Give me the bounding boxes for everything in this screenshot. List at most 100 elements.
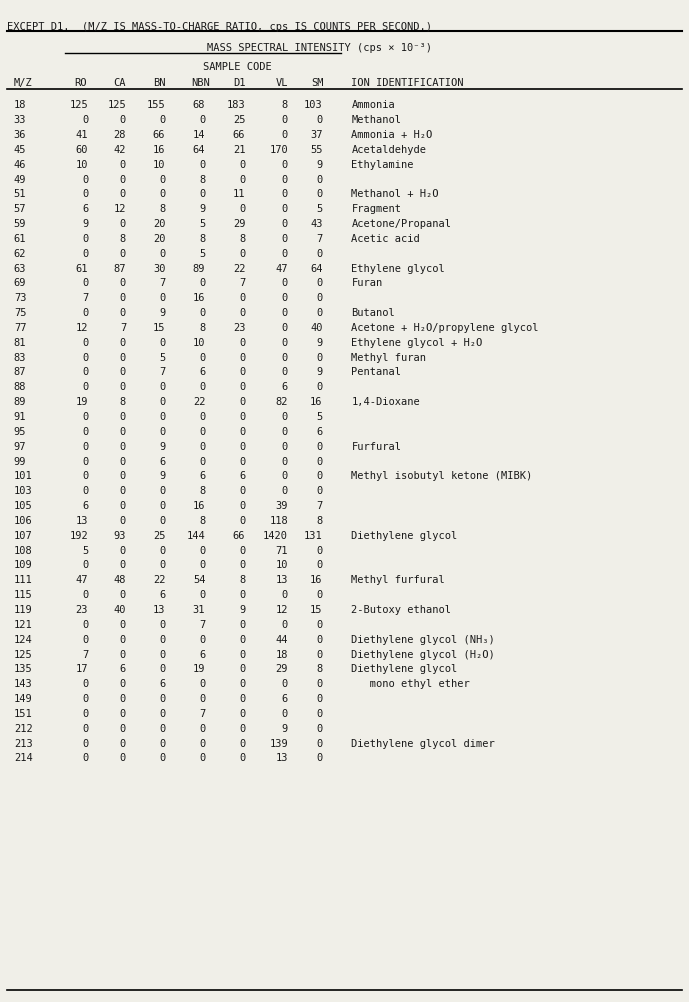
- Text: 0: 0: [159, 619, 165, 629]
- Text: 0: 0: [199, 115, 205, 125]
- Text: 0: 0: [159, 382, 165, 392]
- Text: 7: 7: [199, 619, 205, 629]
- Text: 22: 22: [233, 264, 245, 274]
- Text: 0: 0: [159, 248, 165, 259]
- Text: 0: 0: [316, 174, 322, 184]
- Text: 13: 13: [153, 604, 165, 614]
- Text: 7: 7: [120, 323, 126, 333]
- Text: 0: 0: [82, 753, 88, 763]
- Text: 0: 0: [120, 427, 126, 437]
- Text: 0: 0: [199, 382, 205, 392]
- Text: 83: 83: [14, 353, 26, 363]
- Text: 20: 20: [153, 218, 165, 228]
- Text: 0: 0: [120, 471, 126, 481]
- Text: 1,4-Dioxane: 1,4-Dioxane: [351, 397, 420, 407]
- Text: 47: 47: [276, 264, 288, 274]
- Text: 36: 36: [14, 130, 26, 140]
- Text: 7: 7: [82, 649, 88, 659]
- Text: 0: 0: [82, 708, 88, 718]
- Text: 0: 0: [159, 412, 165, 422]
- Text: 0: 0: [239, 619, 245, 629]
- Text: 0: 0: [239, 353, 245, 363]
- Text: 0: 0: [159, 723, 165, 733]
- Text: 93: 93: [114, 530, 126, 540]
- Text: 48: 48: [114, 575, 126, 585]
- Text: 0: 0: [239, 427, 245, 437]
- Text: 0: 0: [282, 619, 288, 629]
- Text: Methyl isobutyl ketone (MIBK): Methyl isobutyl ketone (MIBK): [351, 471, 533, 481]
- Text: 16: 16: [310, 575, 322, 585]
- Text: 213: 213: [14, 737, 32, 747]
- Text: 0: 0: [239, 663, 245, 673]
- Text: 28: 28: [114, 130, 126, 140]
- Text: 0: 0: [159, 634, 165, 644]
- Text: 0: 0: [282, 427, 288, 437]
- Text: 0: 0: [159, 753, 165, 763]
- Text: 8: 8: [316, 515, 322, 525]
- Text: 60: 60: [76, 144, 88, 154]
- Text: 0: 0: [239, 204, 245, 214]
- Text: 6: 6: [82, 204, 88, 214]
- Text: 14: 14: [193, 130, 205, 140]
- Text: Ethylene glycol + H₂O: Ethylene glycol + H₂O: [351, 338, 482, 348]
- Text: 0: 0: [239, 501, 245, 511]
- Text: 0: 0: [82, 486, 88, 496]
- Text: 8: 8: [282, 100, 288, 110]
- Text: 131: 131: [304, 530, 322, 540]
- Text: 15: 15: [153, 323, 165, 333]
- Text: CA: CA: [114, 78, 126, 88]
- Text: 7: 7: [82, 293, 88, 303]
- Text: 16: 16: [310, 397, 322, 407]
- Text: 87: 87: [114, 264, 126, 274]
- Text: 0: 0: [159, 693, 165, 703]
- Text: 0: 0: [82, 634, 88, 644]
- Text: 0: 0: [316, 456, 322, 466]
- Text: 0: 0: [199, 308, 205, 318]
- Text: 8: 8: [199, 233, 205, 243]
- Text: 0: 0: [82, 367, 88, 377]
- Text: 0: 0: [282, 233, 288, 243]
- Text: 0: 0: [199, 589, 205, 599]
- Text: 0: 0: [199, 693, 205, 703]
- Text: 6: 6: [159, 678, 165, 688]
- Text: 91: 91: [14, 412, 26, 422]
- Text: 0: 0: [239, 634, 245, 644]
- Text: 8: 8: [239, 233, 245, 243]
- Text: 0: 0: [120, 308, 126, 318]
- Text: 0: 0: [82, 248, 88, 259]
- Text: 12: 12: [114, 204, 126, 214]
- Text: 9: 9: [282, 723, 288, 733]
- Text: Pentanal: Pentanal: [351, 367, 402, 377]
- Text: 0: 0: [282, 115, 288, 125]
- Text: Methanol + H₂O: Methanol + H₂O: [351, 189, 439, 199]
- Text: 0: 0: [316, 753, 322, 763]
- Text: 8: 8: [159, 204, 165, 214]
- Text: 21: 21: [233, 144, 245, 154]
- Text: 0: 0: [316, 471, 322, 481]
- Text: 0: 0: [282, 589, 288, 599]
- Text: 89: 89: [14, 397, 26, 407]
- Text: 6: 6: [199, 649, 205, 659]
- Text: 66: 66: [233, 130, 245, 140]
- Text: 214: 214: [14, 753, 32, 763]
- Text: 0: 0: [159, 293, 165, 303]
- Text: 0: 0: [239, 441, 245, 451]
- Text: 0: 0: [120, 693, 126, 703]
- Text: 73: 73: [14, 293, 26, 303]
- Text: 89: 89: [193, 264, 205, 274]
- Text: Diethylene glycol (NH₃): Diethylene glycol (NH₃): [351, 634, 495, 644]
- Text: 212: 212: [14, 723, 32, 733]
- Text: 0: 0: [199, 189, 205, 199]
- Text: 0: 0: [82, 382, 88, 392]
- Text: 0: 0: [316, 619, 322, 629]
- Text: 22: 22: [193, 397, 205, 407]
- Text: 0: 0: [120, 545, 126, 555]
- Text: 0: 0: [159, 737, 165, 747]
- Text: 106: 106: [14, 515, 32, 525]
- Text: 139: 139: [269, 737, 288, 747]
- Text: 0: 0: [82, 693, 88, 703]
- Text: 0: 0: [239, 515, 245, 525]
- Text: 0: 0: [316, 649, 322, 659]
- Text: 0: 0: [239, 693, 245, 703]
- Text: 81: 81: [14, 338, 26, 348]
